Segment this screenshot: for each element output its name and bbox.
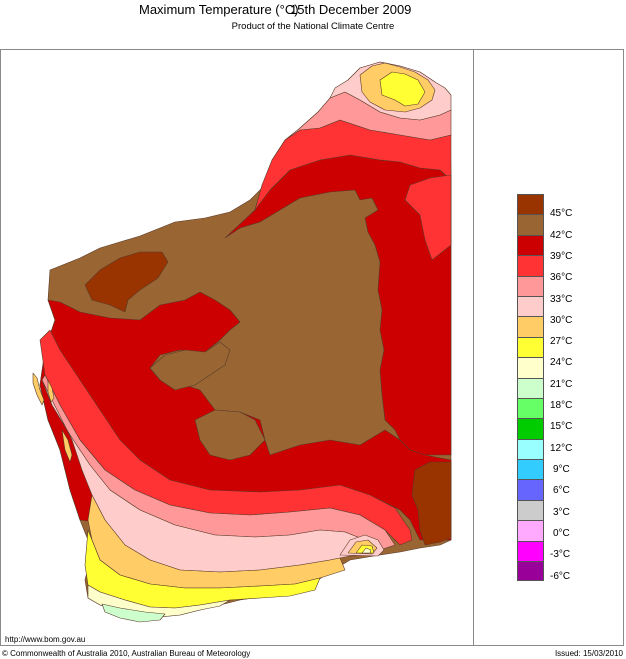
legend-swatch-12 (517, 418, 544, 439)
legend-swatch-0 (517, 499, 544, 521)
source-url[interactable]: http://www.bom.gov.au (5, 635, 86, 644)
region-36-39-east (404, 174, 452, 261)
map-subtitle: Product of the National Climate Centre (231, 21, 395, 32)
legend-label: 12°C (550, 443, 573, 454)
legend-swatch-6 (517, 459, 544, 480)
legend-swatch-9 (517, 438, 544, 460)
legend-label: 9°C (553, 464, 570, 475)
copyright-notice: © Commonwealth of Australia 2010, Austra… (2, 649, 251, 658)
temperature-legend (517, 194, 544, 582)
legend-swatch-18 (517, 377, 544, 398)
region-42-45-island-2 (194, 409, 266, 461)
title-text: Maximum Temperature (°C) (139, 2, 299, 17)
legend-swatch-27 (517, 316, 544, 337)
legend-label: 42°C (550, 230, 573, 241)
legend-label: 33°C (550, 294, 573, 305)
region-18-21-southwest (101, 603, 166, 623)
issued-date: Issued: 15/03/2010 (554, 649, 623, 658)
island-peron (47, 379, 55, 403)
region-21-24-esperance (361, 547, 372, 554)
legend-label: 36°C (550, 272, 573, 283)
legend-swatch-24 (517, 336, 544, 358)
legend-label: 15°C (550, 421, 573, 432)
legend-divider (473, 49, 474, 646)
region-24-27-kimberley (379, 71, 426, 107)
legend-label: -3°C (550, 549, 571, 560)
map-frame (0, 49, 624, 646)
island-dirk-hartog (32, 372, 45, 406)
legend-label: -6°C (550, 571, 571, 582)
legend-swatch-21 (517, 357, 544, 378)
legend-label: 6°C (553, 485, 570, 496)
legend-label: 21°C (550, 379, 573, 390)
legend-swatch-45plus (517, 194, 544, 215)
legend-label: 0°C (553, 528, 570, 539)
legend-swatch-36 (517, 255, 544, 276)
legend-label: 30°C (550, 315, 573, 326)
region-45plus-gascoyne (84, 251, 169, 313)
legend-label: 18°C (550, 400, 573, 411)
title-date: 15th December 2009 (290, 2, 412, 17)
legend-label: 3°C (553, 507, 570, 518)
island-coast-sliver (61, 429, 73, 463)
legend-label: 24°C (550, 357, 573, 368)
temperature-map (32, 61, 452, 623)
legend-swatch-33 (517, 275, 544, 296)
legend-swatch-minus6 (517, 540, 544, 562)
legend-swatch-30 (517, 295, 544, 317)
region-42-45-island (149, 341, 231, 391)
region-45plus-southeast (411, 461, 452, 546)
legend-label: 27°C (550, 336, 573, 347)
legend-swatch-39 (517, 234, 544, 256)
legend-swatch-3 (517, 479, 544, 500)
legend-swatch-below-minus6 (517, 561, 544, 582)
legend-swatch-15 (517, 397, 544, 419)
legend-swatch-minus3 (517, 520, 544, 541)
legend-label: 39°C (550, 251, 573, 262)
legend-swatch-42 (517, 214, 544, 235)
legend-label: 45°C (550, 208, 573, 219)
